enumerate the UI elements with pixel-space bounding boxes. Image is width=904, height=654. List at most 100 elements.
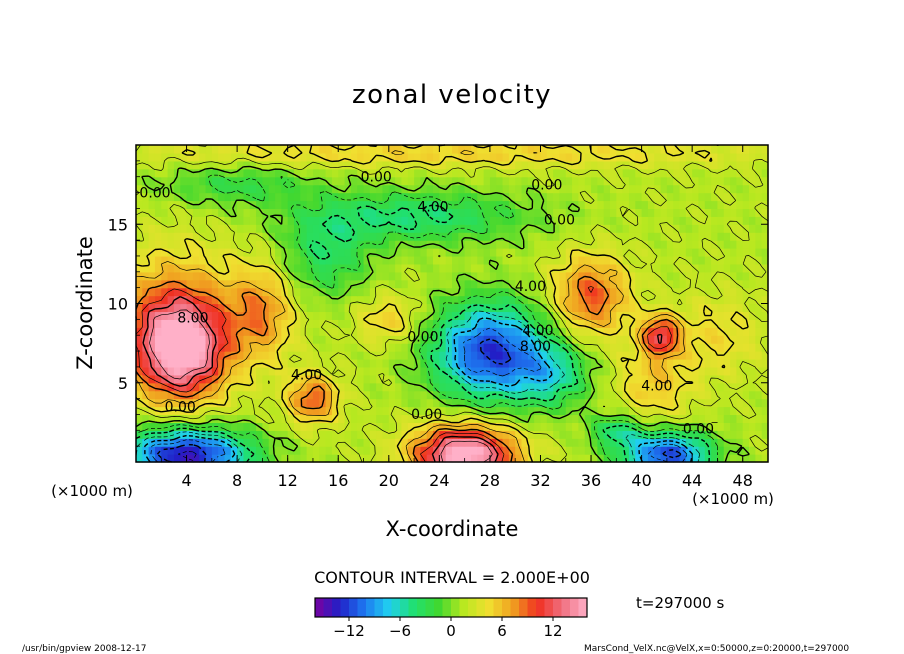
- field-cell: [692, 351, 700, 360]
- y-tick-label: 15: [108, 215, 128, 234]
- field-cell: [218, 382, 226, 392]
- field-cell: [275, 248, 282, 257]
- field-cell: [243, 200, 251, 209]
- field-cell: [192, 319, 200, 328]
- field-cell: [717, 374, 725, 384]
- field-cell: [230, 168, 238, 178]
- field-cell: [218, 248, 226, 257]
- field-cell: [458, 216, 466, 225]
- x-tick-label: 12: [278, 471, 298, 490]
- field-cell: [452, 271, 459, 281]
- field-cell: [452, 446, 459, 455]
- field-cell: [464, 422, 472, 431]
- field-cell: [256, 184, 263, 194]
- field-cell: [597, 255, 605, 265]
- field-cell: [268, 454, 276, 463]
- field-cell: [717, 327, 725, 336]
- field-cell: [591, 358, 598, 368]
- field-cell: [616, 152, 624, 162]
- field-cell: [565, 358, 573, 368]
- field-cell: [565, 374, 573, 384]
- field-cell: [433, 279, 440, 289]
- field-cell: [584, 398, 592, 408]
- field-cell: [458, 287, 466, 297]
- field-cell: [578, 176, 586, 186]
- field-cell: [603, 319, 611, 328]
- field-cell: [616, 311, 624, 320]
- field-cell: [186, 327, 194, 336]
- field-cell: [243, 240, 251, 249]
- field-cell: [401, 200, 409, 209]
- field-cell: [350, 200, 358, 209]
- field-cell: [559, 224, 567, 233]
- field-cell: [230, 311, 238, 320]
- field-cell: [338, 311, 346, 320]
- field-cell: [294, 248, 301, 257]
- field-cell: [647, 208, 655, 217]
- field-cell: [224, 200, 232, 209]
- field-cell: [154, 335, 162, 344]
- field-cell: [553, 398, 561, 408]
- field-cell: [306, 422, 314, 431]
- field-cell: [679, 255, 687, 265]
- field-cell: [199, 176, 207, 186]
- field-cell: [325, 327, 333, 336]
- field-cell: [635, 192, 643, 202]
- field-cell: [433, 327, 440, 336]
- field-cell: [211, 398, 219, 408]
- field-cell: [294, 430, 301, 439]
- field-cell: [420, 255, 428, 265]
- field-cell: [142, 287, 150, 297]
- field-cell: [249, 145, 257, 154]
- field-cell: [749, 255, 756, 265]
- field-cell: [591, 152, 598, 162]
- field-cell: [243, 414, 251, 423]
- field-cell: [230, 335, 238, 344]
- field-cell: [376, 232, 384, 241]
- field-cell: [591, 446, 598, 455]
- field-cell: [388, 358, 396, 368]
- field-cell: [401, 287, 409, 297]
- field-cell: [761, 279, 769, 289]
- field-cell: [546, 152, 554, 162]
- field-cell: [527, 192, 535, 202]
- field-cell: [180, 255, 188, 265]
- field-cell: [660, 422, 668, 431]
- field-cell: [679, 240, 687, 249]
- field-cell: [717, 406, 725, 416]
- contour-line: [135, 165, 750, 463]
- field-cell: [148, 224, 156, 233]
- field-cell: [692, 240, 700, 249]
- field-cell: [559, 248, 567, 257]
- field-cell: [300, 248, 308, 257]
- field-cell: [698, 232, 706, 241]
- field-cell: [641, 192, 649, 202]
- colorbar-ticks: −12 −6 0 6 12: [333, 617, 563, 640]
- field-cell: [622, 263, 630, 273]
- field-cell: [300, 263, 308, 273]
- field-cell: [742, 374, 750, 384]
- field-cell: [673, 248, 681, 257]
- field-cell: [376, 390, 384, 400]
- field-cell: [477, 279, 485, 289]
- field-cell: [148, 192, 156, 202]
- field-cell: [635, 184, 643, 194]
- field-cell: [502, 343, 510, 352]
- field-cell: [723, 152, 731, 162]
- field-cell: [445, 454, 453, 463]
- field-cell: [679, 430, 687, 439]
- field-cell: [382, 240, 390, 249]
- field-cell: [426, 184, 434, 194]
- field-cell: [515, 406, 523, 416]
- field-cell: [224, 192, 232, 202]
- field-cell: [546, 343, 554, 352]
- field-cell: [357, 176, 365, 186]
- field-cell: [439, 208, 447, 217]
- field-cell: [540, 382, 548, 392]
- field-cell: [249, 343, 257, 352]
- field-cell: [445, 248, 453, 257]
- field-cell: [641, 184, 649, 194]
- field-cell: [192, 248, 200, 257]
- field-cell: [420, 160, 428, 170]
- field-cell: [211, 438, 219, 447]
